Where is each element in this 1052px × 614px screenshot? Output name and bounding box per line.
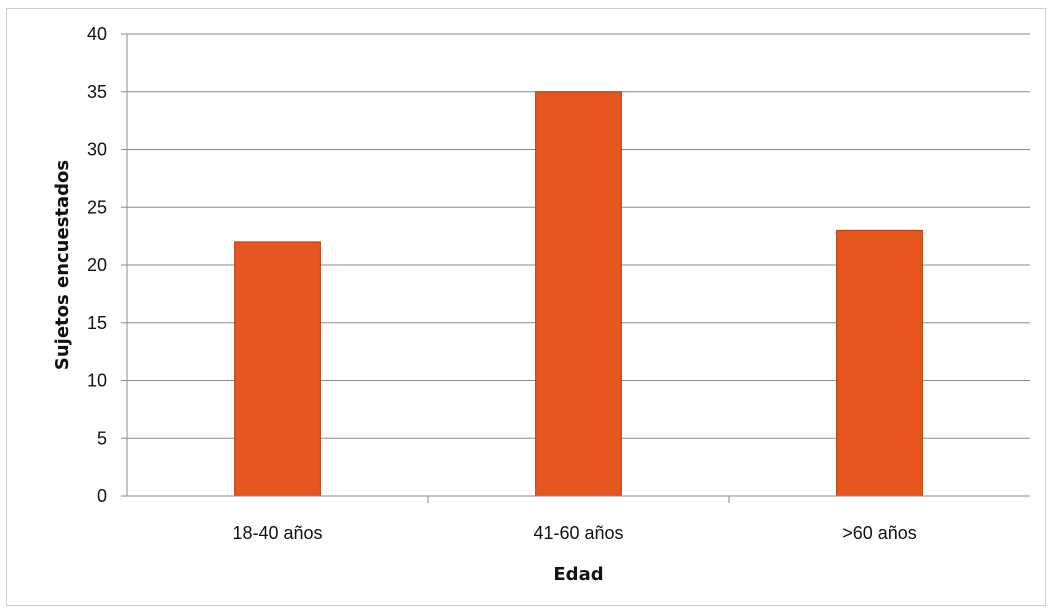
y-axis-title: Sujetos encuestados [52,160,73,370]
bars [234,91,923,497]
y-tick-label: 40 [87,24,107,44]
y-tick-label: 0 [97,486,107,506]
y-tick-label: 35 [87,82,107,102]
y-tick-label: 25 [87,197,107,217]
y-tick-label: 20 [87,255,107,275]
bar [234,241,321,497]
bar [535,91,622,497]
x-tick-labels: 18-40 años 41-60 años >60 años [232,523,916,543]
x-tick-label: 41-60 años [533,523,623,543]
x-tick-label: >60 años [842,523,917,543]
y-tick-labels: 0 5 10 15 20 25 30 35 40 [87,24,107,506]
axes [126,34,1030,497]
y-tick-label: 15 [87,313,107,333]
bar [836,229,923,497]
x-axis-title: Edad [553,564,603,585]
x-tick-label: 18-40 años [232,523,322,543]
y-tick-label: 5 [97,428,107,448]
y-tick-label: 10 [87,371,107,391]
y-tick-label: 30 [87,140,107,160]
